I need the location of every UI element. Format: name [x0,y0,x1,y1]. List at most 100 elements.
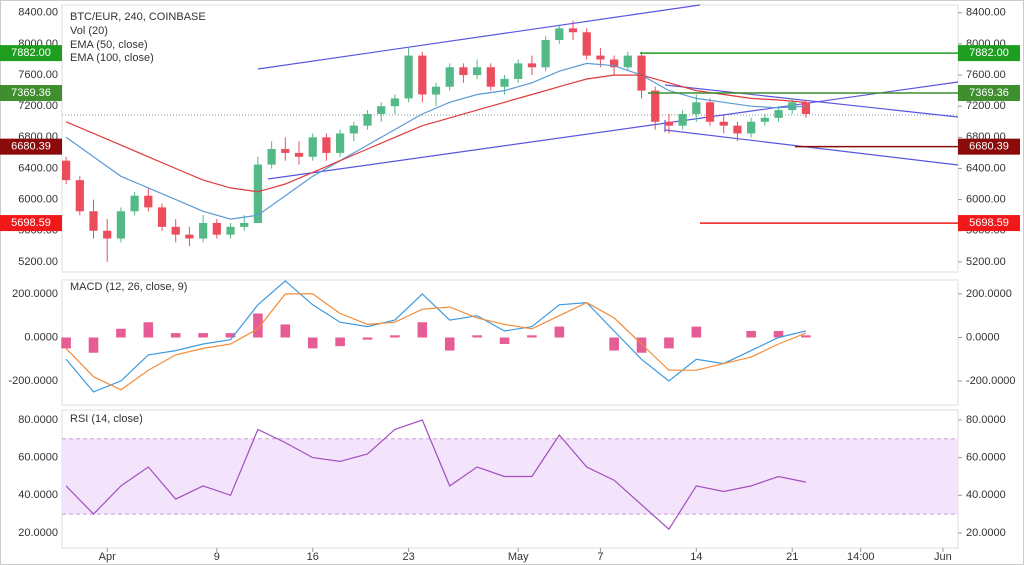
candle-body [199,222,208,239]
level-label-box [0,138,62,155]
ema-line [65,74,806,193]
y-tick-label: 7600.00 [18,69,58,81]
y-tick-label: -200.0000 [8,375,58,387]
candle-body [596,55,605,60]
candle-body [801,102,811,114]
x-tick-label: 7 [597,551,603,563]
candle-body [705,102,715,122]
candle-body [760,117,769,122]
candle-body [733,125,742,134]
histogram-bar [691,326,702,338]
histogram-bar [225,333,236,338]
candle-body [431,86,441,95]
candle-body [788,102,797,111]
candle-body [75,180,84,212]
indicator-line [65,293,807,391]
histogram-bar [554,326,565,338]
candle-body [445,67,454,87]
level-label-box [958,215,1020,232]
level-label-text: 6680.39 [969,141,1009,153]
candle-body [719,121,728,126]
y-tick-label: 8400.00 [18,7,58,19]
y-tick-label: 200.0000 [12,288,58,300]
y-tick-label: 8400.00 [966,7,1006,19]
candle-body [610,59,619,68]
candle-body [404,55,413,99]
histogram-bar [609,337,619,351]
candle-body [747,121,756,134]
level-label: 5698.59 [0,215,62,232]
histogram-bar [116,328,126,338]
level-label-box [958,45,1020,62]
histogram-bar [143,322,154,338]
candle-body [555,28,564,41]
candle-body [294,152,304,157]
indicator-label: Vol (20) [70,25,108,37]
level-label-text: 7882.00 [969,47,1009,59]
histogram-bar [170,333,181,338]
y-tick-label: 5200.00 [966,256,1006,268]
histogram-bar [499,337,510,345]
level-label: 6680.39 [958,138,1020,155]
histogram-bar [280,324,291,338]
y-tick-label: 80.0000 [18,414,58,426]
histogram-bar [527,335,537,338]
candle-body [253,164,263,223]
candle-body [308,137,317,157]
histogram-bar [417,322,428,338]
histogram-bar [636,337,647,353]
level-label: 7369.36 [958,85,1020,102]
level-label: 7882.00 [958,45,1020,62]
candle-body [637,55,646,91]
y-tick-label: 0.0000 [24,331,58,343]
level-label-box [958,138,1020,155]
y-tick-label: 0.0000 [966,331,1000,343]
pane-title: RSI (14, close) [70,413,143,425]
trend-line [267,81,959,180]
y-tick-label: 7200.00 [18,100,58,112]
price-pane [61,4,959,273]
y-tick-label: 60.0000 [18,452,58,464]
candle-body [459,67,468,76]
histogram-bar [773,330,784,338]
level-label-box [958,85,1020,102]
candle-body [322,137,331,153]
candle-body [130,195,139,212]
histogram-bar [362,337,373,340]
x-tick-label: 23 [402,551,414,563]
candle-body [390,98,400,107]
candle-body [774,110,783,118]
candle-body [678,113,687,126]
level-label-text: 7369.36 [969,87,1009,99]
candle-body [527,63,537,68]
candle-body [116,211,126,239]
candle-body [185,234,194,239]
candle-body [103,230,112,239]
y-tick-label: 200.0000 [966,288,1012,300]
y-tick-label: 20.0000 [966,527,1006,539]
level-label: 5698.59 [958,215,1020,232]
y-tick-label: 60.0000 [966,452,1006,464]
y-tick-label: 6400.00 [966,162,1006,174]
x-tick-label: May [508,551,529,563]
trend-line [664,84,959,118]
candle-body [62,160,71,181]
candle-body [651,90,660,122]
y-tick-label: 6000.00 [18,194,58,206]
y-tick-label: 7600.00 [966,69,1006,81]
candle-body [664,121,674,126]
histogram-bar [88,337,99,353]
histogram-bar [746,330,756,338]
candle-body [541,40,550,68]
level-label: 6680.39 [0,138,62,155]
level-label-box [0,45,62,62]
histogram-bar [444,337,455,351]
level-label-text: 6680.39 [11,141,51,153]
legend-entry: EMA (100, close) [70,52,154,64]
candle-body [500,78,509,87]
candle-body [212,222,221,235]
histogram-bar [61,337,71,349]
trend-line [664,129,959,166]
histogram-bar [307,337,318,349]
